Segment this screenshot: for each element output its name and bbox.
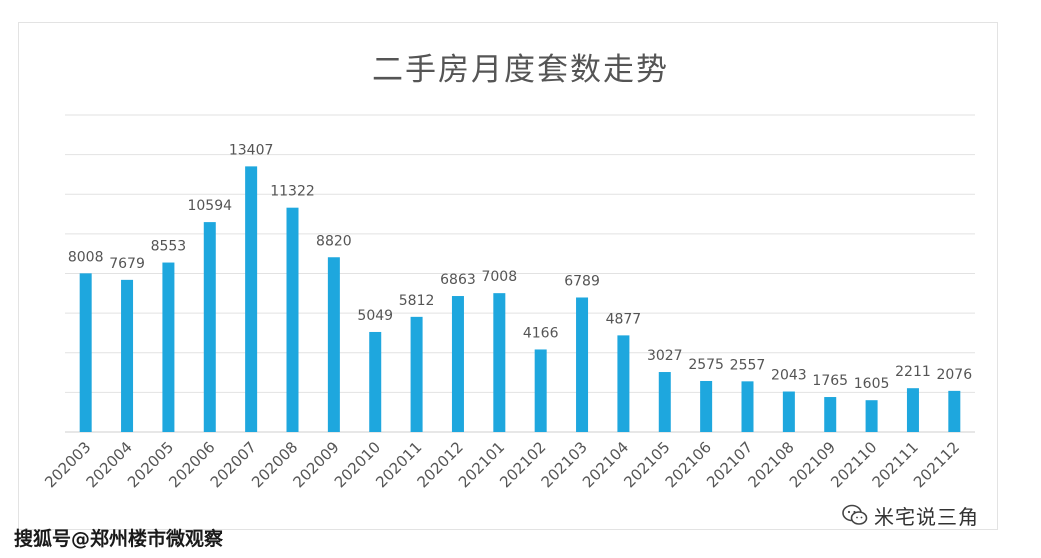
- bar: [948, 390, 961, 432]
- data-label: 8553: [151, 239, 187, 255]
- bar: [203, 222, 216, 432]
- data-label: 6863: [440, 272, 476, 288]
- data-label: 2557: [730, 357, 766, 373]
- bar: [576, 297, 589, 432]
- bar: [782, 391, 795, 432]
- bar: [493, 293, 506, 432]
- data-label: 1605: [854, 376, 890, 392]
- data-label: 7008: [481, 269, 517, 285]
- chart-card: [18, 22, 998, 530]
- data-label: 10594: [187, 198, 232, 214]
- bar: [700, 380, 713, 432]
- data-label: 2575: [688, 357, 724, 373]
- data-label: 3027: [647, 348, 683, 364]
- bar: [286, 207, 299, 432]
- bar: [658, 372, 671, 432]
- bar: [121, 279, 134, 432]
- data-label: 4877: [606, 311, 642, 327]
- data-label: 13407: [229, 142, 274, 158]
- bar: [906, 388, 919, 432]
- bar: [245, 166, 258, 432]
- bar: [741, 381, 754, 432]
- bar: [162, 262, 175, 432]
- data-label: 5812: [399, 293, 435, 309]
- data-label: 4166: [523, 325, 559, 341]
- chart-title: 二手房月度套数走势: [372, 52, 669, 88]
- source-caption: 搜狐号@郑州楼市微观察: [14, 528, 224, 550]
- data-label: 7679: [109, 256, 145, 272]
- watermark: 米宅说三角: [842, 500, 979, 530]
- bar: [79, 273, 92, 432]
- bar: [410, 316, 423, 432]
- wechat-icon: [842, 504, 868, 525]
- data-label: 2076: [936, 367, 972, 383]
- data-label: 5049: [357, 308, 393, 324]
- bar: [824, 397, 837, 432]
- data-label: 2043: [771, 368, 807, 384]
- data-label: 6789: [564, 273, 600, 289]
- data-label: 8008: [68, 249, 104, 265]
- bar: [327, 257, 340, 432]
- bar: [865, 400, 878, 432]
- bar: [617, 335, 630, 432]
- x-tick-label: 202112: [910, 438, 963, 491]
- data-label: 2211: [895, 364, 931, 380]
- bar: [451, 296, 464, 432]
- bar: [369, 331, 382, 432]
- bar: [534, 349, 547, 432]
- data-label: 8820: [316, 233, 352, 249]
- data-label: 11322: [270, 184, 315, 200]
- data-label: 1765: [812, 373, 848, 389]
- watermark-text: 米宅说三角: [874, 504, 979, 529]
